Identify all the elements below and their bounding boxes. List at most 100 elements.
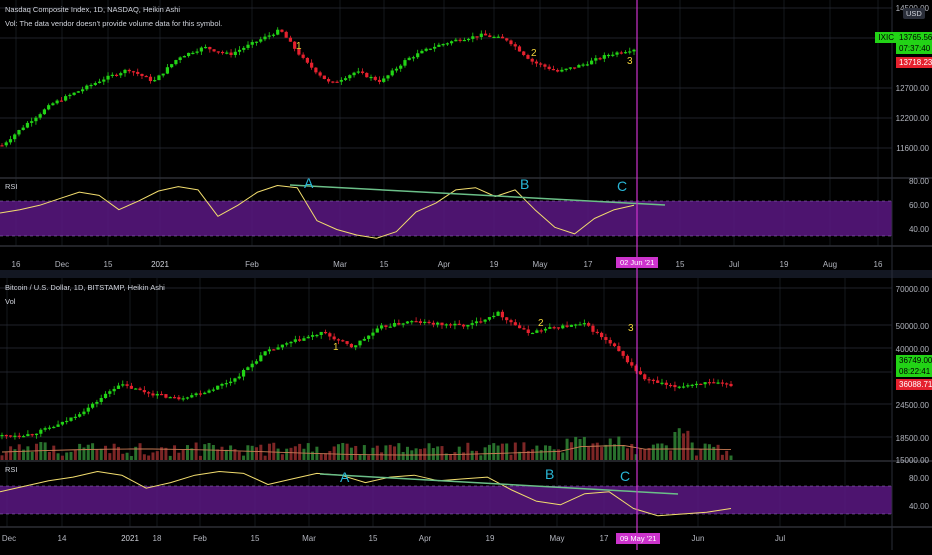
- nasdaq-candle: [263, 36, 267, 40]
- btc-candle: [371, 332, 375, 336]
- btc-candle: [694, 383, 699, 386]
- nasdaq-candle: [382, 78, 386, 82]
- btc-candle: [121, 384, 125, 386]
- btc-candle: [43, 428, 47, 430]
- btc-candle: [229, 381, 233, 384]
- nasdaq-candle: [581, 64, 585, 66]
- volume-bar: [328, 450, 332, 460]
- top-time-tick: Aug: [823, 260, 837, 269]
- nasdaq-candle: [0, 145, 4, 147]
- bottom-wave-label: 3: [628, 323, 634, 334]
- volume-bar: [237, 451, 241, 460]
- volume-bar: [539, 450, 543, 460]
- volume-bar: [457, 446, 461, 460]
- volume-bar: [341, 442, 345, 460]
- btc-candle: [138, 388, 142, 391]
- nasdaq-candle: [585, 64, 589, 66]
- nasdaq-candle: [517, 46, 522, 52]
- volume-bar: [487, 444, 491, 460]
- volume-bar: [4, 452, 8, 460]
- btc-candle: [207, 390, 211, 393]
- volume-bar: [216, 449, 220, 460]
- nasdaq-candle: [335, 81, 339, 83]
- nasdaq-candle: [526, 55, 530, 59]
- nasdaq-candle: [276, 29, 280, 35]
- top-chart-title: Nasdaq Composite Index, 1D, NASDAQ, Heik…: [5, 5, 181, 14]
- nasdaq-candle: [322, 75, 326, 80]
- volume-bar: [13, 449, 17, 460]
- volume-bar: [160, 447, 164, 460]
- btc-candle: [272, 349, 276, 351]
- volume-bar: [496, 445, 500, 460]
- volume-bar: [108, 453, 112, 460]
- btc-candle: [660, 382, 664, 384]
- volume-bar: [147, 455, 151, 460]
- volume-bar: [694, 455, 698, 460]
- volume-bar: [436, 446, 440, 460]
- btc-candle: [211, 389, 215, 391]
- bottom-time-tick: Mar: [302, 534, 316, 543]
- btc-candle: [578, 324, 582, 326]
- nasdaq-candle: [615, 52, 619, 55]
- nasdaq-candle: [450, 41, 454, 44]
- volume-bar: [82, 447, 86, 460]
- volume-bar: [73, 450, 77, 460]
- btc-candle: [487, 317, 492, 320]
- volume-bar: [720, 454, 724, 460]
- top-time-tick: Jul: [729, 260, 739, 269]
- volume-bar: [224, 449, 228, 460]
- nasdaq-candle: [97, 81, 102, 84]
- nasdaq-candle: [148, 76, 153, 82]
- nasdaq-candle: [483, 33, 488, 36]
- bottom-divergence-line: [319, 473, 679, 495]
- btc-candle: [0, 434, 4, 437]
- btc-candle: [548, 327, 552, 329]
- volume-bar: [673, 431, 677, 460]
- volume-bar: [578, 439, 582, 460]
- volume-bar: [138, 443, 142, 460]
- nasdaq-candle: [102, 79, 106, 82]
- top-rsi-tick: 40.00: [909, 225, 930, 234]
- nasdaq-candle: [611, 54, 615, 56]
- nasdaq-candle: [420, 50, 424, 54]
- btc-candle: [703, 382, 707, 385]
- btc-candle: [4, 434, 8, 437]
- volume-bar: [285, 448, 289, 460]
- volume-bar: [112, 443, 116, 460]
- btc-candle: [634, 365, 638, 372]
- nasdaq-candle: [568, 67, 572, 69]
- btc-candle: [505, 317, 509, 321]
- nasdaq-candle: [339, 79, 343, 82]
- bottom-rsi-label: C: [620, 468, 630, 484]
- btc-candle: [103, 393, 108, 399]
- volume-bar: [259, 444, 263, 460]
- volume-bar: [664, 445, 668, 460]
- volume-bar: [388, 444, 392, 460]
- btc-candle: [379, 325, 384, 329]
- nasdaq-candle: [437, 44, 441, 47]
- btc-candle: [21, 436, 26, 438]
- btc-candle: [707, 382, 712, 384]
- btc-candle: [712, 382, 716, 384]
- nasdaq-candle: [331, 81, 335, 83]
- btc-candle: [440, 322, 444, 326]
- btc-candle: [86, 407, 90, 412]
- currency-badge[interactable]: USD: [903, 8, 925, 19]
- nasdaq-candle: [441, 44, 445, 46]
- volume-bar: [513, 442, 517, 460]
- btc-candle: [431, 322, 435, 325]
- nasdaq-candle: [127, 69, 131, 72]
- annotations: 1 2 3 1 2 3 A B C A B C: [296, 41, 634, 485]
- pane-separator[interactable]: [0, 270, 932, 278]
- nasdaq-candle: [293, 41, 297, 49]
- btc-candle: [341, 340, 345, 342]
- nasdaq-candle: [377, 79, 382, 82]
- btc-candle: [647, 379, 651, 381]
- nasdaq-candle: [598, 58, 602, 60]
- nasdaq-candle: [492, 36, 496, 39]
- volume-bar: [492, 443, 496, 460]
- nasdaq-candle: [203, 46, 208, 49]
- top-countdown-tag: 07:37:40: [896, 43, 932, 54]
- volume-bar: [26, 446, 30, 460]
